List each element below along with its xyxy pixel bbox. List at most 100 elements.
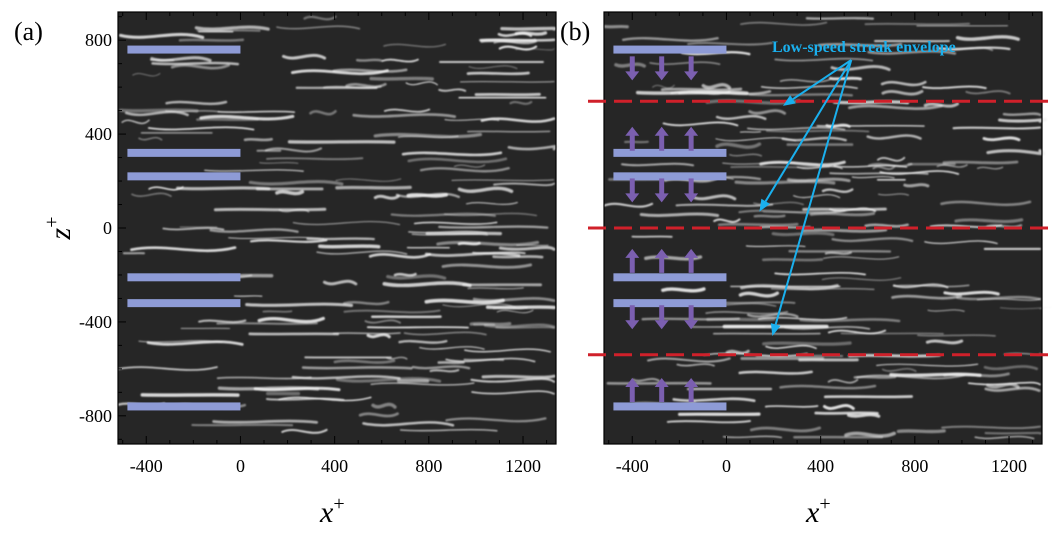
flow-streak: [817, 42, 903, 48]
flow-streak: [825, 123, 851, 128]
flow-streak: [823, 256, 900, 260]
flow-streak: [216, 376, 312, 380]
flow-streak: [927, 309, 965, 312]
flow-streak: [876, 156, 906, 162]
flow-streak: [483, 323, 556, 329]
flow-streak: [366, 326, 469, 329]
wall-normal-arrow-head: [684, 320, 699, 330]
flow-streak: [880, 80, 927, 87]
flow-streak: [998, 117, 1048, 123]
forcing-strip: [127, 45, 241, 54]
flow-streak: [370, 382, 475, 386]
annotation-arrow: [774, 59, 853, 325]
x-tick-label: 400: [807, 456, 834, 476]
wall-normal-arrow-head: [625, 193, 640, 203]
flow-streak: [453, 164, 486, 168]
flow-streak: [814, 411, 879, 415]
flow-streak: [853, 375, 897, 379]
flow-streak: [257, 316, 325, 324]
flow-streak: [940, 200, 1032, 207]
flow-streak: [509, 100, 533, 105]
flow-streak: [967, 381, 1041, 386]
flow-streak: [216, 322, 318, 325]
panel-a-x-axis: -400 0 400 800 1200: [122, 12, 548, 476]
flow-streak: [466, 201, 518, 206]
flow-streak: [943, 290, 1000, 296]
y-tick-label: 400: [85, 124, 112, 144]
flow-streak: [364, 319, 401, 324]
flow-streak: [765, 129, 870, 133]
flow-streak: [382, 281, 472, 288]
flow-streak: [282, 53, 327, 60]
flow-streak: [468, 65, 518, 70]
flow-streak: [881, 367, 917, 372]
flow-streak: [438, 88, 467, 92]
flow-streak: [265, 397, 345, 401]
wall-normal-arrow-head: [684, 193, 699, 203]
flow-streak: [903, 183, 930, 188]
flow-streak: [262, 310, 293, 313]
forcing-strip: [613, 299, 727, 308]
wall-normal-arrow-head: [625, 320, 640, 330]
flow-streak: [801, 228, 888, 233]
flow-streak: [984, 431, 1042, 435]
flow-streak: [832, 100, 910, 105]
flow-streak: [146, 340, 244, 346]
flow-streak: [178, 38, 245, 42]
flow-streak: [266, 157, 364, 161]
flow-streak: [765, 344, 817, 350]
flow-streak: [749, 426, 822, 433]
flow-streak: [132, 73, 161, 77]
flow-streak: [366, 333, 391, 339]
y-tick-label: -800: [79, 406, 112, 426]
flow-streak: [217, 386, 320, 391]
flow-streak: [316, 250, 408, 255]
forcing-strip: [613, 273, 727, 282]
flow-streak: [877, 193, 910, 196]
flow-streak: [954, 218, 1024, 224]
flow-streak: [199, 114, 295, 121]
wall-normal-arrow-head: [654, 126, 669, 136]
flow-streak: [662, 121, 739, 127]
flow-streak: [706, 317, 776, 322]
panel-b-forcing-strips: [613, 45, 727, 411]
flow-streak: [759, 160, 846, 167]
flow-streak: [407, 157, 508, 164]
panel-a-y-axis: 800 400 0 -400 -800: [79, 16, 126, 440]
flow-streak: [764, 405, 819, 408]
flow-streak: [405, 81, 438, 86]
flow-streak: [383, 108, 431, 113]
flow-streak: [892, 284, 970, 288]
flow-streak: [923, 102, 959, 108]
flow-streak: [762, 211, 837, 214]
flow-streak: [492, 307, 528, 310]
forcing-strip: [127, 148, 241, 157]
flow-streak: [124, 110, 189, 117]
flow-streak: [395, 192, 460, 199]
flow-streak: [352, 113, 457, 118]
flow-streak: [786, 177, 851, 183]
flow-streak: [922, 85, 987, 90]
flow-streak: [687, 41, 773, 46]
flow-streak: [621, 162, 695, 167]
wall-normal-arrow-head: [625, 378, 640, 387]
flow-streak: [151, 61, 240, 66]
flow-streak: [358, 412, 399, 418]
flow-streak: [498, 45, 538, 51]
forcing-strip: [127, 299, 241, 308]
flow-streak: [411, 365, 471, 370]
flow-streak: [983, 365, 1039, 371]
flow-streak: [464, 348, 551, 353]
forcing-strip: [613, 45, 727, 54]
flow-streak: [398, 339, 448, 344]
panel-a-label: (a): [14, 17, 43, 46]
flow-streak: [362, 421, 455, 427]
flow-streak: [652, 84, 675, 89]
flow-streak: [335, 178, 402, 182]
flow-streak: [740, 21, 828, 26]
flow-streak: [738, 291, 780, 298]
flow-streak: [368, 252, 432, 259]
flow-streak: [131, 192, 172, 197]
flow-streak: [827, 378, 859, 384]
